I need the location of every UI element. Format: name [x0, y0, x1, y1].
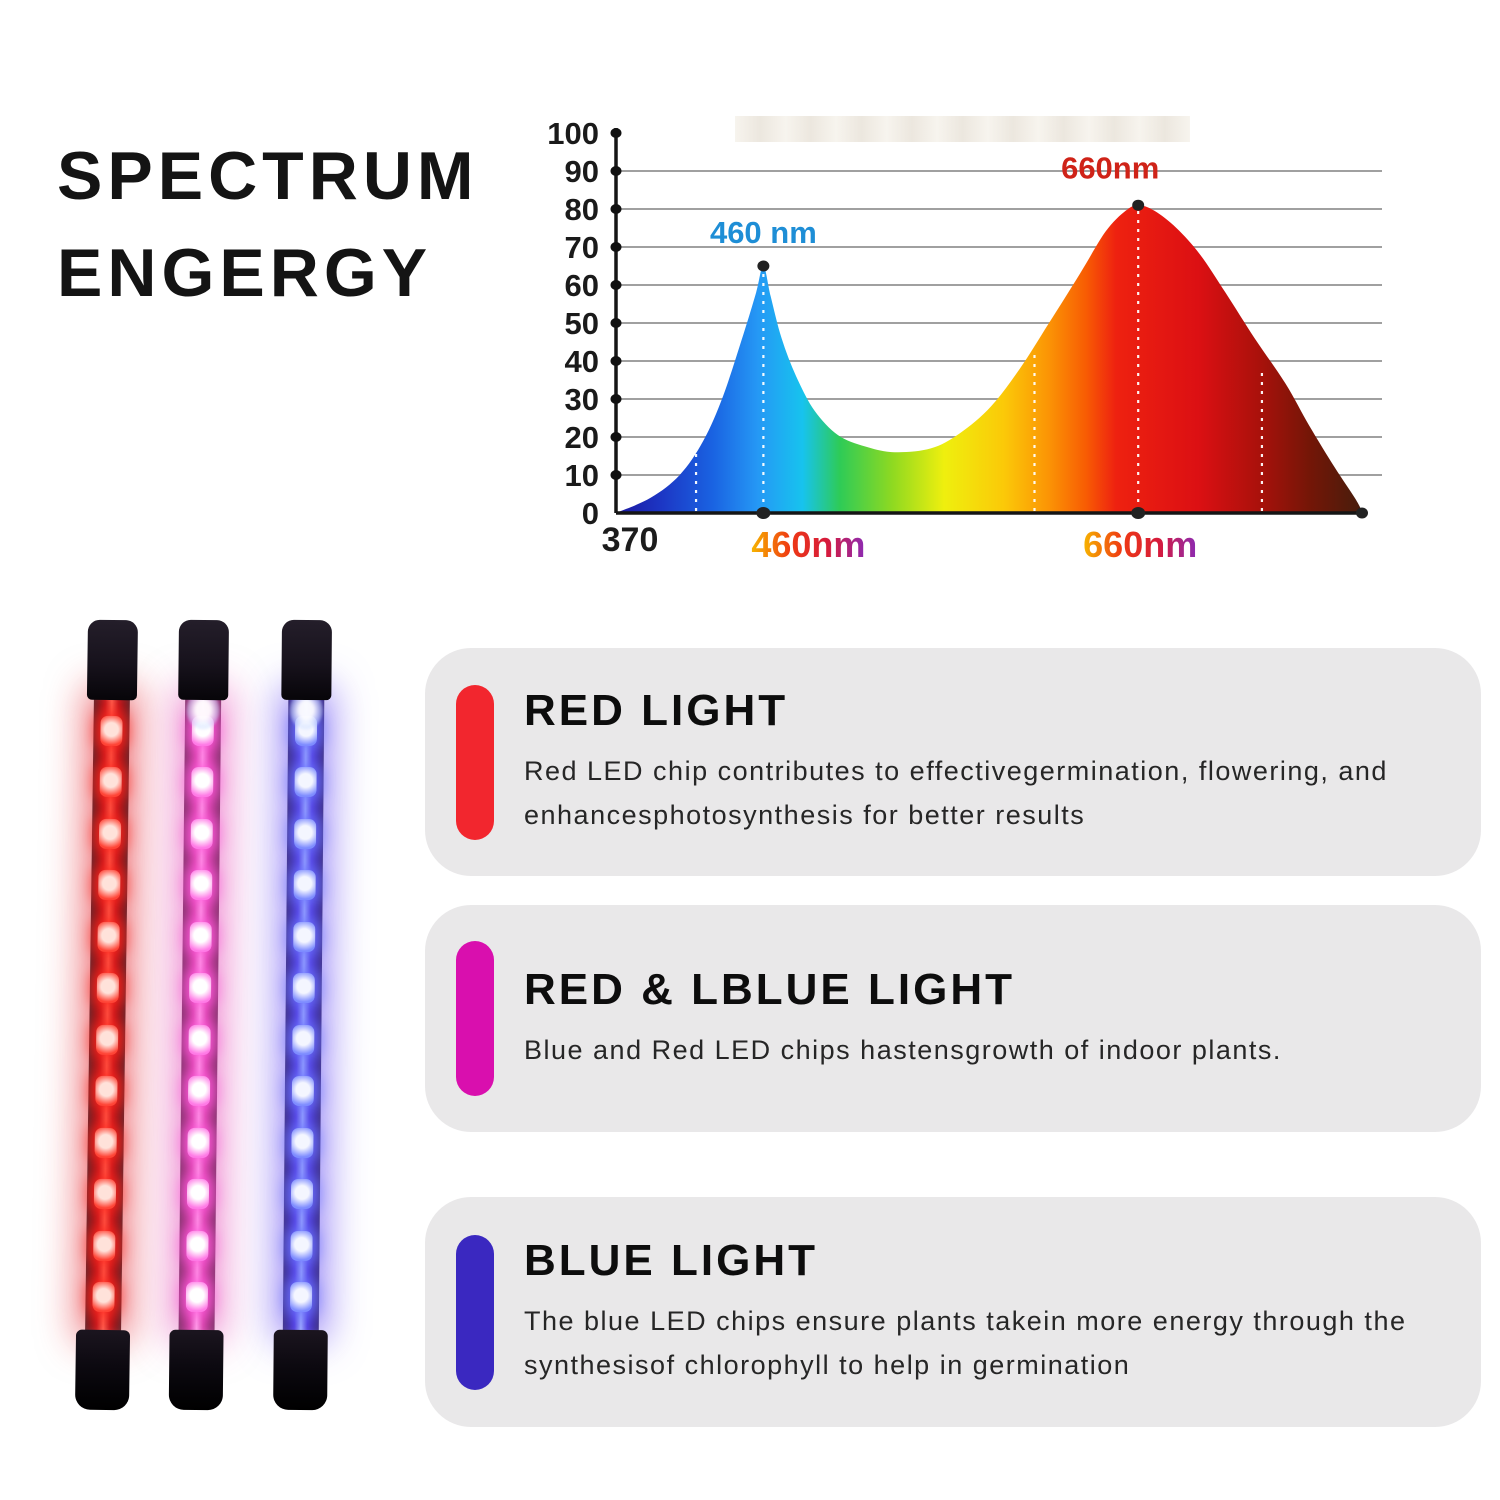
tube-body [178, 689, 222, 1335]
tube-body [282, 689, 325, 1335]
tube-body [85, 693, 130, 1335]
baseline-dot [1131, 507, 1146, 519]
page-title: SPECTRUM ENGERGY [57, 128, 479, 321]
y-tick-label: 60 [565, 268, 599, 303]
red-accent-bar [456, 684, 494, 840]
led-chip [187, 1076, 211, 1107]
tube-bottom-cap [273, 1329, 328, 1411]
led-chip [291, 1127, 314, 1158]
led-chip [290, 1179, 314, 1210]
led-chip [95, 1024, 119, 1055]
y-tick-label: 0 [582, 496, 599, 531]
curve-end-dot [1356, 507, 1368, 519]
red-blue-grow-tube [168, 619, 232, 1411]
tube-top-cap [281, 619, 332, 701]
led-chip [100, 715, 123, 746]
led-chip [188, 973, 212, 1004]
led-chip [186, 1179, 210, 1210]
peak-dot [1132, 199, 1145, 211]
led-chip [96, 972, 120, 1004]
magenta-accent-bar [456, 941, 494, 1096]
led-chip [191, 766, 214, 798]
spectrum-area [616, 205, 1362, 513]
info-card-blue-light: BLUE LIGHT The blue LED chips ensure pla… [425, 1197, 1481, 1427]
y-tick-label: 50 [565, 306, 599, 341]
wavelength-label: 660nm [1083, 524, 1197, 565]
led-tubes-image [0, 0, 420, 1500]
card-heading-red: RED LIGHT [524, 686, 789, 736]
page-title-line1: SPECTRUM [57, 138, 479, 214]
peak-dot [757, 260, 770, 272]
led-chip [291, 1076, 315, 1107]
led-chip [293, 870, 316, 901]
card-body-red: Red LED chip contributes to effectiveger… [524, 756, 1388, 830]
blue-grow-tube [272, 619, 335, 1411]
y-axis-tick-dot [610, 280, 622, 290]
blue-accent-bar [456, 1234, 494, 1390]
led-chip [292, 1024, 315, 1055]
led-chip [185, 1282, 209, 1313]
x-origin-label: 370 [602, 521, 659, 559]
y-tick-label: 70 [565, 230, 599, 265]
info-card-red-blue-light: RED & LBLUE LIGHT Blue and Red LED chips… [425, 905, 1481, 1132]
led-chip [98, 869, 121, 901]
y-axis-tick-dot [610, 166, 622, 176]
led-chip [188, 1024, 211, 1055]
y-tick-label: 40 [565, 344, 599, 379]
y-axis-tick-dot [610, 204, 622, 214]
y-axis-tick-dot [610, 356, 622, 366]
spectrum-energy-chart: 100 90 80 70 60 50 40 30 20 10 0 370 460 nm 660nm 460n… [535, 110, 1415, 575]
y-tick-label: 20 [565, 420, 599, 455]
led-chip [97, 921, 120, 952]
led-chip [294, 818, 317, 849]
page-title-line2: ENGERGY [57, 234, 433, 311]
red-grow-tube [74, 619, 141, 1411]
y-axis-tick-dot [610, 128, 622, 138]
led-chip [95, 1076, 118, 1107]
card-heading-red-blue: RED & LBLUE LIGHT [524, 964, 1015, 1014]
led-chip [289, 1282, 313, 1313]
led-chip [187, 1127, 210, 1158]
y-tick-label: 30 [565, 382, 599, 417]
wavelength-label: 460nm [751, 524, 865, 565]
y-tick-label: 80 [565, 192, 599, 227]
tube-top-cap [178, 619, 229, 701]
tube-bottom-cap [74, 1329, 131, 1411]
y-axis-tick-dot [610, 242, 622, 252]
tube-bottom-cap [168, 1329, 224, 1411]
led-chip [93, 1179, 117, 1210]
y-axis-tick-dot [610, 470, 622, 480]
y-axis-tick-dot [610, 394, 622, 404]
led-chip [292, 973, 315, 1004]
y-tick-label: 90 [565, 154, 599, 189]
led-chip [294, 766, 317, 798]
led-chip [94, 1127, 117, 1158]
led-chip [99, 766, 122, 798]
led-chip [186, 1230, 209, 1261]
led-chip [98, 818, 122, 849]
led-chip [92, 1282, 115, 1313]
y-tick-label: 10 [565, 458, 599, 493]
led-chip [293, 921, 316, 952]
baseline-dot [756, 507, 771, 519]
y-axis-tick-dot [610, 432, 622, 442]
led-chip [93, 1230, 116, 1261]
led-chip [290, 1230, 313, 1261]
led-chip [190, 818, 213, 849]
card-heading-blue: BLUE LIGHT [524, 1236, 818, 1286]
peak-label: 460 nm [710, 215, 817, 250]
tube-top-cap [86, 619, 138, 701]
y-axis-tick-dot [610, 318, 622, 328]
y-tick-label: 100 [547, 116, 599, 151]
info-card-red-light: RED LIGHT Red LED chip contributes to ef… [425, 648, 1481, 876]
card-body-blue: The blue LED chips ensure plants takein … [524, 1306, 1407, 1380]
card-body-red-blue: Blue and Red LED chips hastensgrowth of … [524, 1034, 1282, 1065]
peak-label: 660nm [1061, 151, 1159, 186]
led-chip [189, 921, 212, 952]
led-chip [190, 869, 213, 901]
faint-spectrum-strip [735, 116, 1190, 142]
